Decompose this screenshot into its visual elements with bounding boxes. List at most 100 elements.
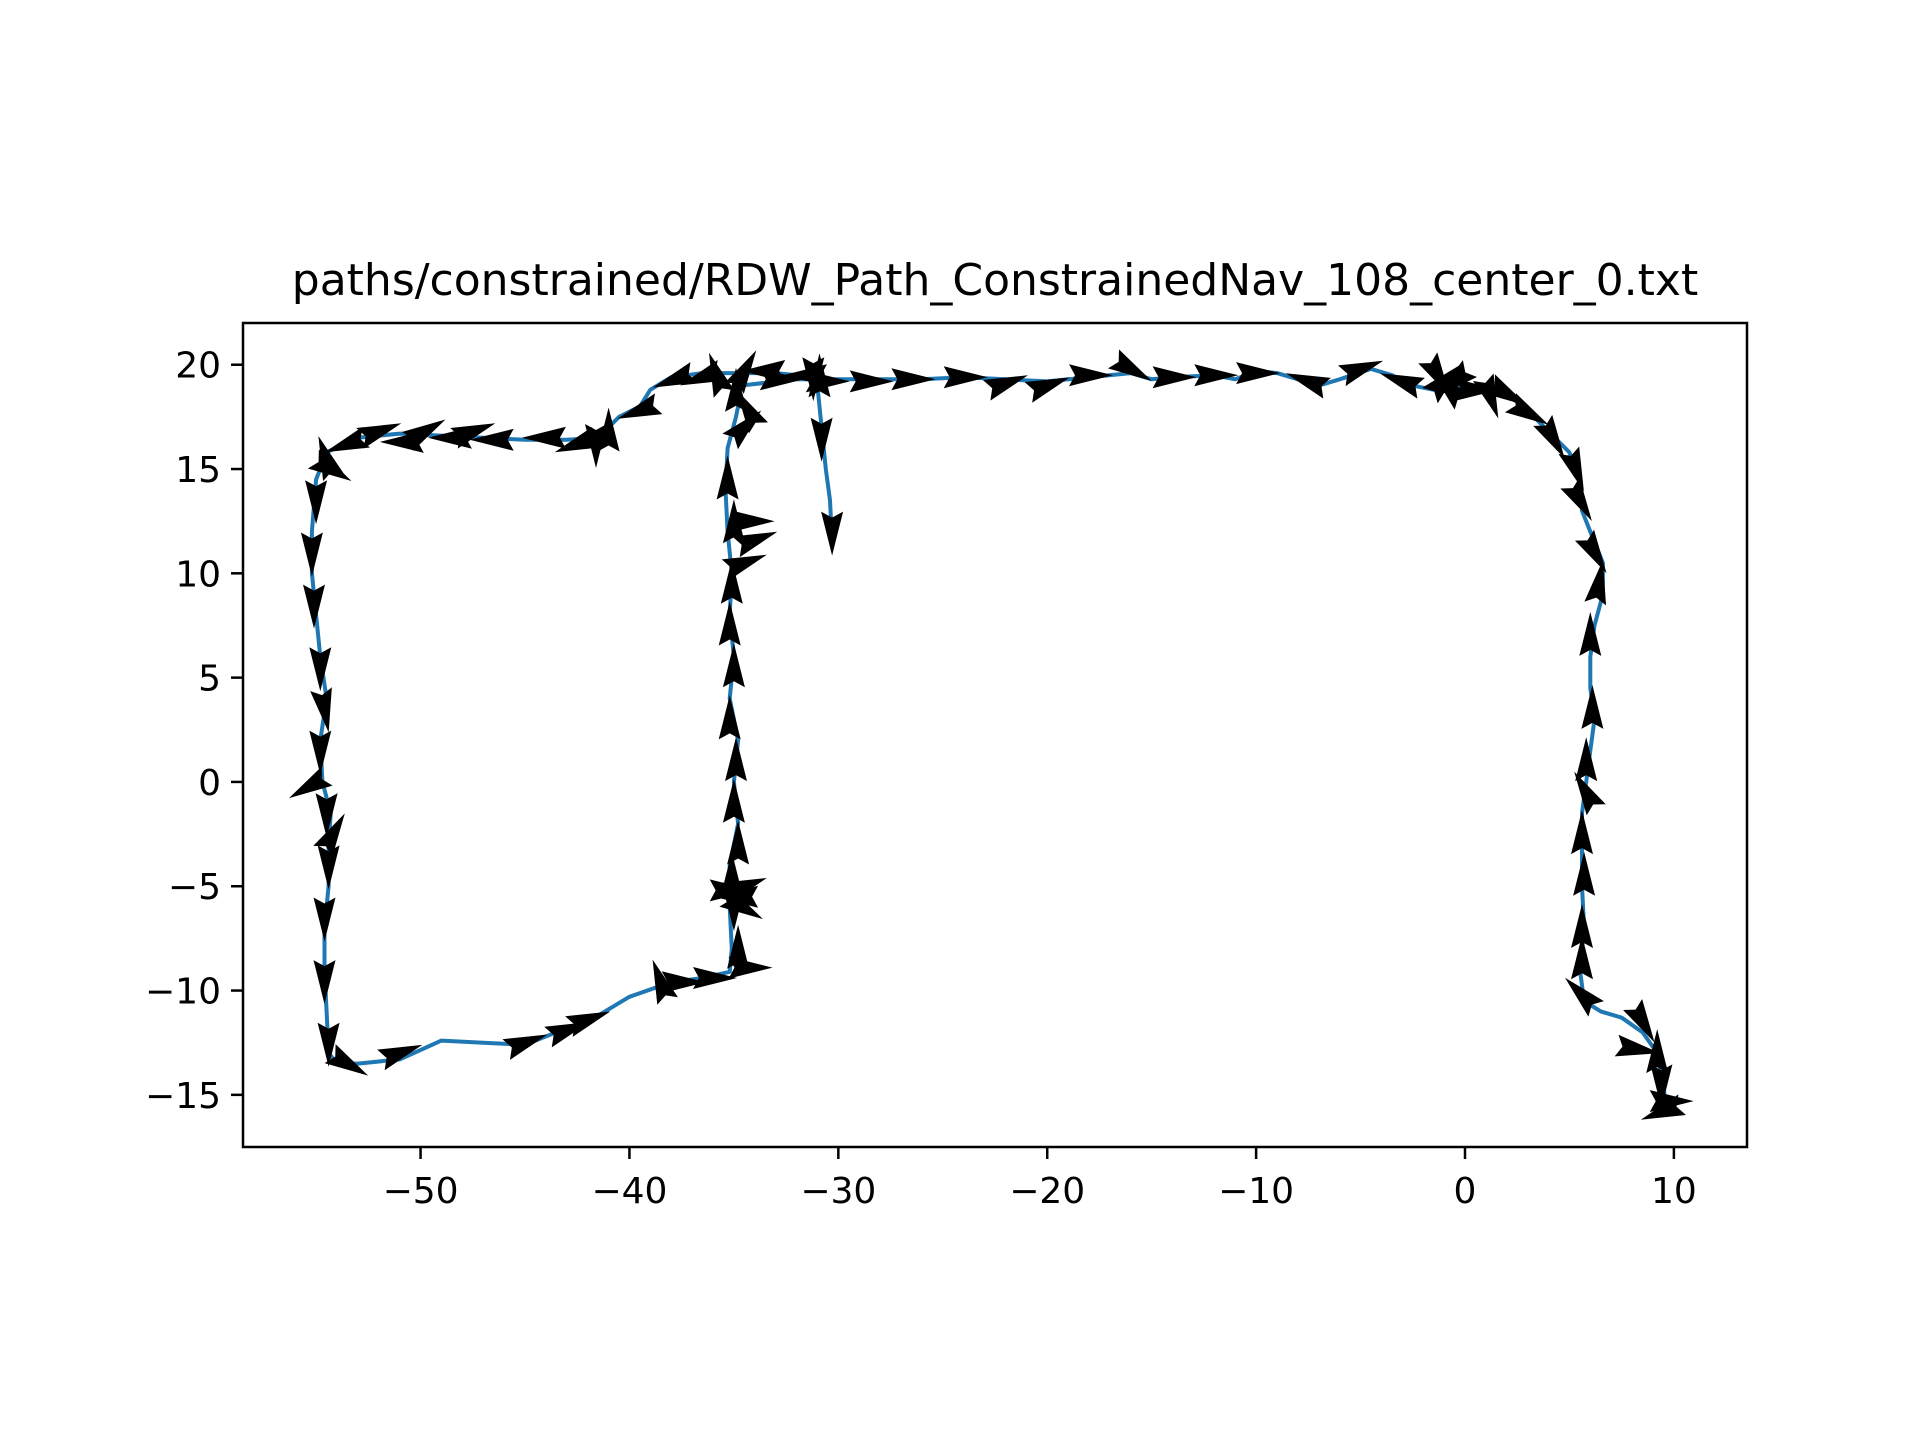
direction-arrow [722,778,745,823]
direction-arrow [727,924,750,969]
direction-arrow [722,499,745,544]
y-tick-label: −5 [168,867,221,908]
direction-arrow [1565,977,1604,1017]
direction-arrow [982,375,1028,401]
direction-arrow [725,737,747,782]
y-tick-label: 10 [175,554,221,595]
direction-arrow [303,584,325,629]
direction-arrow [1236,362,1281,385]
direction-arrow [718,601,741,646]
direction-arrow [891,368,936,391]
direction-arrow [1455,378,1500,401]
direction-arrow [1571,935,1593,980]
x-tick-label: −40 [591,1171,667,1212]
y-tick-label: 15 [175,450,221,491]
direction-arrow [565,1011,611,1037]
x-tick-label: 10 [1651,1171,1697,1212]
direction-arrow [469,428,514,451]
direction-arrow [716,455,739,500]
direction-arrow [1418,352,1450,396]
direction-arrow [313,897,336,942]
direction-arrow [661,971,706,994]
x-axis: −50 −40 −30 −20 −10 0 10 [383,1147,1697,1212]
direction-arrow [1024,377,1070,403]
direction-arrow [597,407,620,452]
x-tick-label: −50 [383,1171,459,1212]
direction-arrow [1571,904,1593,948]
direction-arrow [736,389,769,434]
direction-arrow [305,480,328,525]
direction-arrow [324,1044,369,1076]
direction-arrow [1623,998,1655,1043]
y-tick-label: −15 [145,1076,221,1117]
direction-arrow [324,426,370,453]
direction-arrow [1194,364,1239,387]
direction-arrow [1646,1029,1669,1074]
direction-arrow [727,820,750,865]
direction-arrow [725,367,747,412]
direction-arrow [1558,446,1584,492]
direction-arrow [652,959,678,1005]
direction-arrow [1571,810,1593,855]
direction-arrow [310,687,332,733]
direction-arrow [783,364,827,387]
direction-arrow [1069,364,1113,387]
direction-arrow [1152,366,1197,389]
direction-arrow [943,366,988,389]
chart-title: paths/constrained/RDW_Path_ConstrainedNa… [292,255,1698,306]
direction-arrow [521,426,566,449]
direction-arrow [849,370,894,393]
direction-arrow [554,426,600,453]
y-tick-label: 20 [175,346,221,387]
direction-arrow [821,511,844,556]
direction-arrow [721,554,767,581]
direction-arrow [693,967,737,989]
direction-arrow [289,766,333,799]
direction-arrow [317,845,340,890]
path-line [309,366,1672,1114]
direction-arrow [379,430,424,453]
direction-arrow [1581,684,1604,729]
direction-arrow [300,532,323,577]
direction-arrow [1574,771,1606,816]
direction-arrow [1579,611,1602,656]
direction-arrow [1650,1064,1673,1109]
direction-arrow [617,393,663,419]
direction-arrow [1575,737,1598,782]
direction-arrow [722,643,745,688]
direction-arrow [1533,414,1565,459]
direction-arrow [720,559,743,604]
direction-arrow [1504,393,1549,425]
direction-arrow [315,793,338,838]
x-tick-label: −20 [1009,1171,1085,1212]
plot-area [289,349,1694,1120]
direction-arrow [719,887,763,920]
direction-arrow [1573,851,1596,896]
direction-arrow [1614,1034,1660,1057]
direction-arrow [427,426,472,449]
direction-arrow [652,362,698,388]
x-tick-label: −30 [800,1171,876,1212]
direction-arrow [759,368,804,391]
axes-frame [241,321,1749,1149]
y-tick-label: 0 [198,763,221,804]
direction-arrow [313,960,336,1005]
direction-arrow [810,417,833,462]
direction-arrow [377,1044,423,1071]
direction-arrow [718,695,741,740]
direction-arrow [1640,1094,1686,1120]
direction-arrow [1472,373,1499,419]
direction-arrow [1436,360,1477,397]
y-axis: −15 −10 −5 0 5 10 15 20 [145,346,243,1117]
direction-arrow [309,730,332,775]
direction-arrow [1584,560,1607,606]
x-tick-label: −10 [1218,1171,1294,1212]
direction-arrow [502,1034,548,1060]
direction-arrow [1379,373,1425,399]
direction-arrow [309,647,332,692]
direction-arrow [356,423,402,449]
direction-arrow [307,449,352,481]
direction-arrow [1107,349,1152,381]
direction-arrow [1574,529,1607,574]
